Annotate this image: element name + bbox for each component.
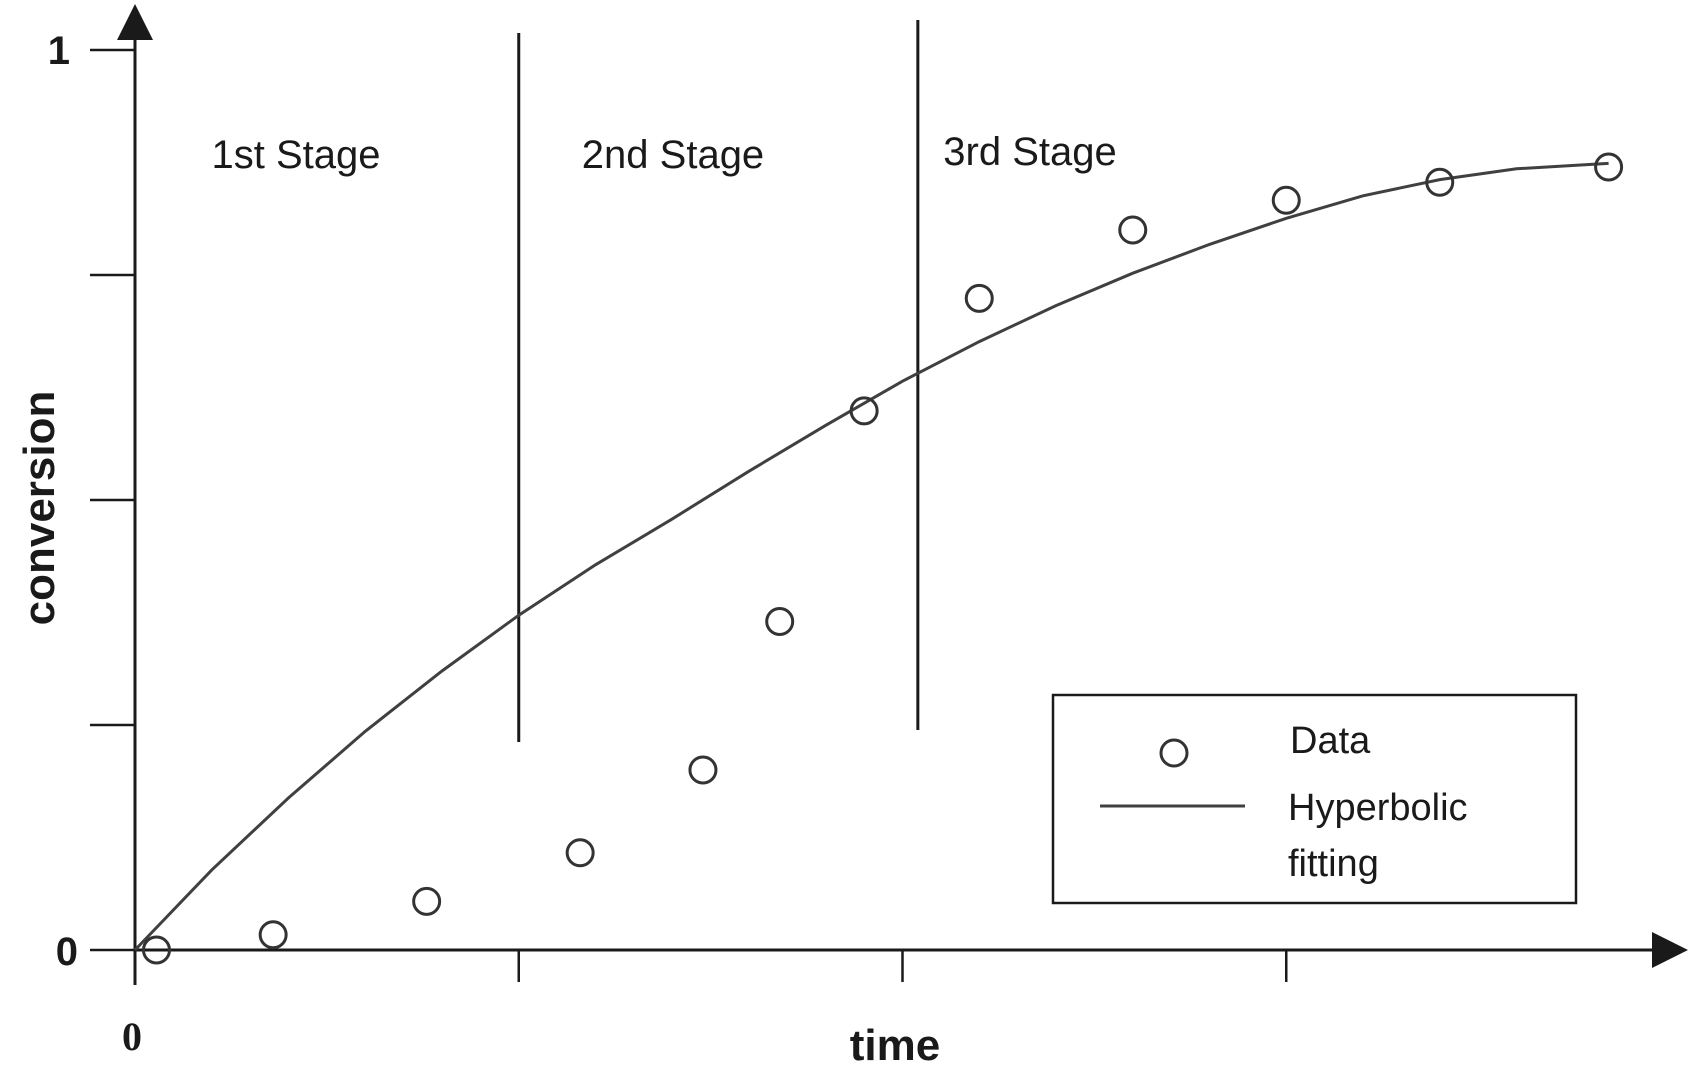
data-point [260,922,286,948]
stage-label-1: 1st Stage [211,133,380,177]
data-point [1120,217,1146,243]
y-tick-label-1: 1 [48,29,70,73]
data-point [966,285,992,311]
x-tick-label-0: 0 [122,1014,142,1059]
data-point [767,609,793,635]
data-point [690,757,716,783]
data-point [414,888,440,914]
data-point [567,840,593,866]
y-axis-title: conversion [15,391,64,626]
legend-fit-label-line1: Hyperbolic [1288,787,1468,829]
data-point [1273,187,1299,213]
stage-label-3: 3rd Stage [943,130,1116,174]
data-point [1596,154,1622,180]
y-ticks [90,50,135,950]
legend-data-label: Data [1290,720,1371,762]
y-tick-label-0: 0 [56,930,78,974]
x-ticks [519,950,1287,982]
legend-fit-label-line2: fitting [1288,843,1379,885]
stage-label-2: 2nd Stage [582,133,764,177]
x-axis-title: time [850,1021,940,1068]
legend: Data Hyperbolic fitting [1053,695,1576,903]
